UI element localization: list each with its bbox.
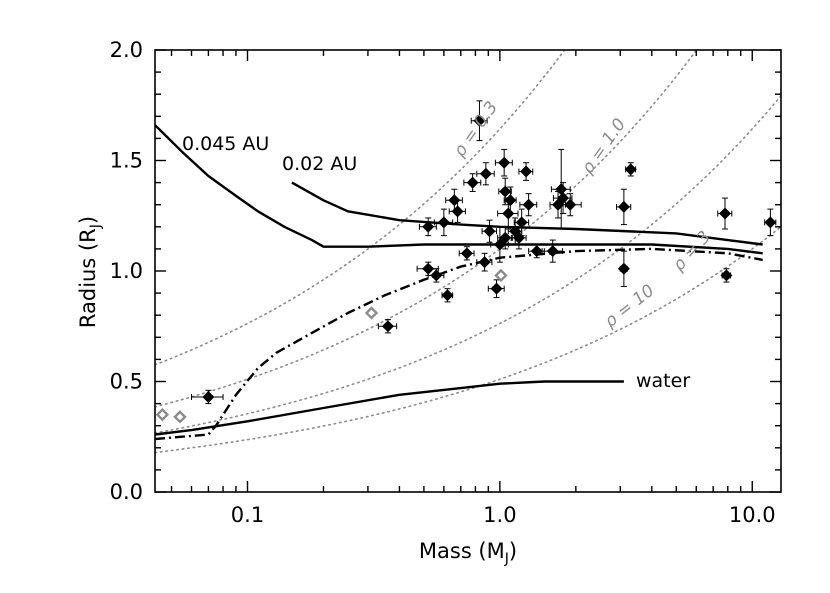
curve-label-002au: 0.02 AU — [282, 153, 357, 175]
density-lines — [155, 50, 781, 454]
x-tick-label: 1.0 — [483, 503, 516, 527]
x-axis-title: Mass (MJ) — [419, 539, 517, 567]
planet-marker — [617, 262, 630, 275]
planet-marker — [520, 165, 533, 178]
planet-marker — [422, 220, 435, 233]
density-label-10-dense: ρ = 10 — [601, 281, 659, 332]
planet-marker — [764, 216, 777, 229]
planet-marker — [460, 247, 473, 260]
planet-marker — [466, 176, 479, 189]
model-curve — [155, 380, 624, 436]
model-curve-dashdot — [155, 247, 763, 441]
density-line — [155, 50, 566, 366]
planet-marker — [720, 269, 733, 282]
planet-marker — [381, 320, 394, 333]
density-label-03: ρ = 0.3 — [450, 98, 502, 161]
planet-marker — [479, 167, 492, 180]
model-curves — [155, 124, 763, 441]
plot-frame — [154, 49, 782, 493]
planet-marker — [522, 198, 535, 211]
planet-marker — [490, 282, 503, 295]
planet-marker — [478, 256, 491, 269]
planet-marker — [509, 225, 522, 238]
x-tick-label: 0.1 — [231, 503, 264, 527]
tick-labels: 0.1 1.0 10.0 0.0 0.5 1.0 1.5 2.0 — [110, 38, 776, 527]
y-tick-label: 0.5 — [110, 370, 143, 394]
planet-marker — [498, 156, 511, 169]
planet-marker — [504, 194, 517, 207]
planet-marker — [441, 289, 454, 302]
planet-marker — [451, 205, 464, 218]
planet-marker — [483, 225, 496, 238]
planet-marker — [502, 207, 515, 220]
planet-marker — [202, 390, 215, 403]
y-tick-label: 1.0 — [110, 259, 143, 283]
y-tick-label: 2.0 — [110, 38, 143, 62]
density-line — [155, 50, 698, 408]
model-curve — [291, 181, 763, 246]
planet-marker — [555, 183, 568, 196]
data-points — [155, 100, 777, 424]
planet-marker — [719, 207, 732, 220]
planet-marker — [530, 245, 543, 258]
curve-label-0045au: 0.045 AU — [182, 133, 269, 155]
planet-marker — [624, 163, 637, 176]
planet-marker — [473, 114, 486, 127]
model-curve — [155, 124, 763, 255]
planet-marker — [515, 216, 528, 229]
planet-marker — [617, 200, 630, 213]
y-tick-label: 0.0 — [110, 480, 143, 504]
density-line — [155, 95, 781, 434]
candidate-marker — [173, 410, 187, 424]
planet-marker — [430, 269, 443, 282]
planet-marker — [499, 231, 512, 244]
density-label-10: ρ = 1.0 — [578, 115, 630, 178]
density-line — [155, 225, 781, 454]
y-axis-title: Radius (RJ) — [76, 216, 104, 328]
candidate-marker — [364, 306, 379, 320]
candidate-marker — [494, 268, 508, 283]
curve-label-water: water — [636, 370, 690, 392]
planet-marker — [437, 216, 450, 229]
x-tick-label: 10.0 — [729, 503, 776, 527]
planet-marker — [499, 185, 512, 198]
y-tick-label: 1.5 — [110, 149, 143, 173]
planet-marker — [546, 245, 559, 258]
planet-marker — [422, 262, 435, 275]
candidate-marker — [155, 407, 170, 422]
planet-marker — [564, 198, 577, 211]
